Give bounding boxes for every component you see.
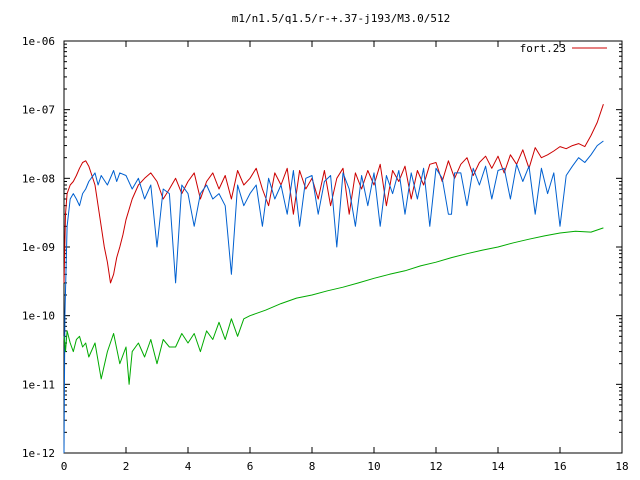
y-tick-label: 1e-07 bbox=[22, 104, 55, 117]
series-layer bbox=[63, 104, 604, 454]
x-axis: 0 2 4 6 8 10 12 14 16 18 bbox=[61, 41, 629, 473]
series-line-2 bbox=[63, 227, 604, 385]
x-tick-label: 4 bbox=[185, 460, 192, 473]
x-tick-label: 8 bbox=[309, 460, 316, 473]
x-tick-label: 16 bbox=[553, 460, 566, 473]
legend-label: fort.23 bbox=[520, 42, 566, 55]
legend: fort.23 bbox=[520, 42, 607, 55]
x-tick-label: 14 bbox=[491, 460, 505, 473]
y-tick-label: 1e-11 bbox=[22, 378, 55, 391]
x-tick-label: 6 bbox=[247, 460, 254, 473]
x-tick-label: 0 bbox=[61, 460, 68, 473]
y-tick-label: 1e-10 bbox=[22, 310, 55, 323]
y-tick-label: 1e-12 bbox=[22, 447, 55, 460]
y-tick-label: 1e-08 bbox=[22, 172, 55, 185]
y-tick-label: 1e-06 bbox=[22, 35, 55, 48]
y-axis: 1e-12 1e-11 1e-10 1e-09 1e-08 1e-07 1e-06 bbox=[22, 35, 622, 460]
y-tick-label: 1e-09 bbox=[22, 241, 55, 254]
chart-title: m1/n1.5/q1.5/r-+.37-j193/M3.0/512 bbox=[232, 12, 451, 25]
plot-frame bbox=[63, 40, 623, 454]
x-tick-label: 12 bbox=[429, 460, 442, 473]
x-tick-label: 2 bbox=[123, 460, 130, 473]
series-line-1 bbox=[63, 140, 604, 454]
series-line-0 bbox=[63, 104, 604, 284]
x-tick-label: 18 bbox=[615, 460, 628, 473]
x-tick-label: 10 bbox=[367, 460, 380, 473]
